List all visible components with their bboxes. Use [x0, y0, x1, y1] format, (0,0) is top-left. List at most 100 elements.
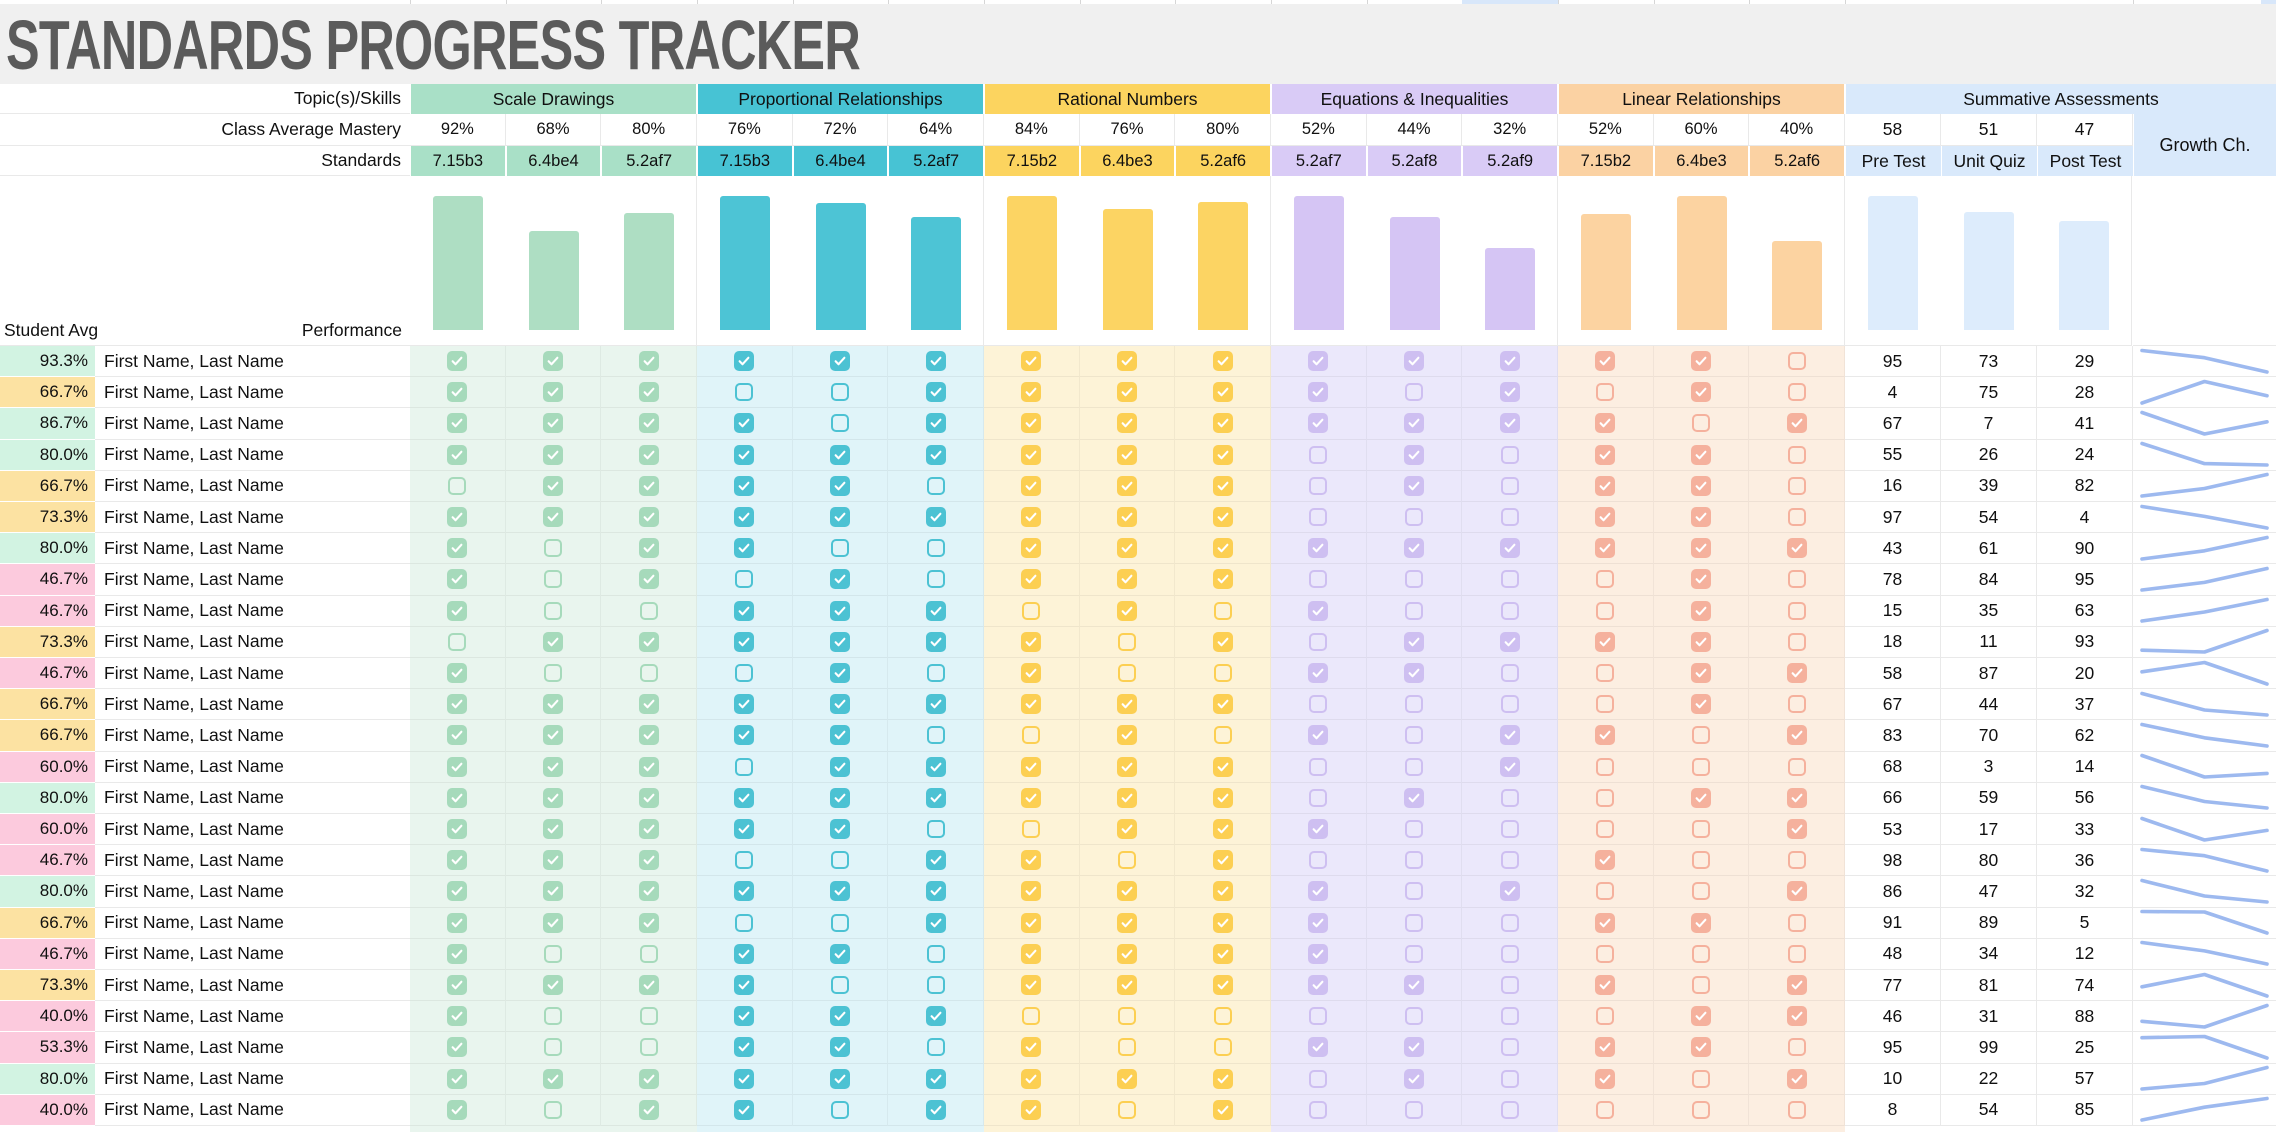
checkbox-checked[interactable]: [925, 413, 946, 434]
checkbox-unchecked[interactable]: [830, 383, 849, 402]
checkbox-checked[interactable]: [447, 725, 468, 746]
checkbox-unchecked[interactable]: [830, 976, 849, 995]
student-name-cell[interactable]: First Name, Last Name: [95, 845, 410, 877]
student-name-cell[interactable]: First Name, Last Name: [95, 595, 410, 627]
checkbox-checked[interactable]: [1212, 631, 1233, 652]
checkbox-unchecked[interactable]: [1596, 1007, 1615, 1026]
student-avg-cell[interactable]: 66.7%: [0, 907, 95, 939]
mastery-cell[interactable]: 76%: [697, 114, 793, 146]
score-cell[interactable]: 93: [2037, 626, 2133, 658]
checkbox-checked[interactable]: [638, 819, 659, 840]
score-cell[interactable]: 20: [2037, 658, 2133, 690]
checkbox-checked[interactable]: [638, 725, 659, 746]
checkbox-checked[interactable]: [1212, 1068, 1233, 1089]
checkbox-checked[interactable]: [638, 756, 659, 777]
checkbox-checked[interactable]: [829, 569, 850, 590]
checkbox-unchecked[interactable]: [926, 820, 945, 839]
checkbox-checked[interactable]: [925, 1006, 946, 1027]
growth-cell[interactable]: [2133, 751, 2276, 783]
checkbox-checked[interactable]: [1786, 413, 1807, 434]
student-avg-cell[interactable]: 80.0%: [0, 1063, 95, 1095]
checkbox-unchecked[interactable]: [1787, 632, 1806, 651]
score-cell[interactable]: 39: [1941, 470, 2037, 502]
student-name-cell[interactable]: First Name, Last Name: [95, 533, 410, 565]
checkbox-unchecked[interactable]: [1596, 664, 1615, 683]
checkbox-checked[interactable]: [1403, 975, 1424, 996]
checkbox-unchecked[interactable]: [1500, 976, 1519, 995]
checkbox-checked[interactable]: [1403, 475, 1424, 496]
checkbox-checked[interactable]: [1690, 787, 1711, 808]
checkbox-checked[interactable]: [734, 787, 755, 808]
checkbox-checked[interactable]: [925, 351, 946, 372]
checkbox-checked[interactable]: [1021, 382, 1042, 403]
checkbox-unchecked[interactable]: [1500, 445, 1519, 464]
score-cell[interactable]: 70: [1941, 720, 2037, 752]
checkbox-checked[interactable]: [542, 912, 563, 933]
student-name-cell[interactable]: First Name, Last Name: [95, 689, 410, 721]
checkbox-unchecked[interactable]: [830, 851, 849, 870]
checkbox-checked[interactable]: [447, 444, 468, 465]
student-name-cell[interactable]: First Name, Last Name: [95, 1001, 410, 1033]
checkbox-checked[interactable]: [1212, 569, 1233, 590]
checkbox-checked[interactable]: [542, 787, 563, 808]
growth-cell[interactable]: [2133, 595, 2276, 627]
checkbox-unchecked[interactable]: [1691, 414, 1710, 433]
checkbox-checked[interactable]: [734, 351, 755, 372]
checkbox-unchecked[interactable]: [1691, 757, 1710, 776]
student-avg-cell[interactable]: 66.7%: [0, 689, 95, 721]
score-cell[interactable]: 5: [2037, 907, 2133, 939]
checkbox-unchecked[interactable]: [1022, 820, 1041, 839]
checkbox-unchecked[interactable]: [1213, 1038, 1232, 1057]
checkbox-checked[interactable]: [1499, 413, 1520, 434]
checkbox-checked[interactable]: [1116, 475, 1137, 496]
checkbox-checked[interactable]: [734, 413, 755, 434]
checkbox-unchecked[interactable]: [926, 976, 945, 995]
checkbox-checked[interactable]: [1403, 351, 1424, 372]
checkbox-unchecked[interactable]: [1787, 352, 1806, 371]
student-avg-cell[interactable]: 66.7%: [0, 377, 95, 409]
checkbox-checked[interactable]: [1116, 538, 1137, 559]
checkbox-checked[interactable]: [1595, 912, 1616, 933]
standard-code-cell[interactable]: 5.2af7: [888, 146, 984, 176]
checkbox-checked[interactable]: [542, 819, 563, 840]
checkbox-checked[interactable]: [1690, 600, 1711, 621]
score-cell[interactable]: 67: [1845, 408, 1941, 440]
checkbox-unchecked[interactable]: [543, 1100, 562, 1119]
checkbox-checked[interactable]: [829, 1037, 850, 1058]
checkbox-checked[interactable]: [638, 975, 659, 996]
checkbox-unchecked[interactable]: [1404, 913, 1423, 932]
checkbox-checked[interactable]: [1403, 1037, 1424, 1058]
checkbox-unchecked[interactable]: [1500, 1038, 1519, 1057]
mastery-cell[interactable]: 64%: [888, 114, 984, 146]
checkbox-unchecked[interactable]: [1309, 570, 1328, 589]
checkbox-checked[interactable]: [1595, 725, 1616, 746]
checkbox-checked[interactable]: [1499, 756, 1520, 777]
student-name-cell[interactable]: First Name, Last Name: [95, 408, 410, 440]
checkbox-unchecked[interactable]: [1309, 1069, 1328, 1088]
checkbox-checked[interactable]: [1021, 663, 1042, 684]
score-cell[interactable]: 22: [1941, 1063, 2037, 1095]
checkbox-checked[interactable]: [447, 413, 468, 434]
student-name-cell[interactable]: First Name, Last Name: [95, 876, 410, 908]
checkbox-unchecked[interactable]: [448, 476, 467, 495]
checkbox-unchecked[interactable]: [1691, 820, 1710, 839]
checkbox-checked[interactable]: [829, 943, 850, 964]
checkbox-checked[interactable]: [1595, 444, 1616, 465]
score-cell[interactable]: 86: [1845, 876, 1941, 908]
checkbox-unchecked[interactable]: [1404, 1007, 1423, 1026]
checkbox-unchecked[interactable]: [1404, 944, 1423, 963]
growth-cell[interactable]: [2133, 907, 2276, 939]
checkbox-checked[interactable]: [925, 1099, 946, 1120]
checkbox-unchecked[interactable]: [1309, 1007, 1328, 1026]
score-cell[interactable]: 73: [1941, 346, 2037, 378]
score-cell[interactable]: 90: [2037, 533, 2133, 565]
checkbox-checked[interactable]: [1499, 725, 1520, 746]
checkbox-unchecked[interactable]: [1309, 445, 1328, 464]
checkbox-unchecked[interactable]: [1022, 601, 1041, 620]
student-avg-cell[interactable]: 93.3%: [0, 346, 95, 378]
checkbox-unchecked[interactable]: [1596, 383, 1615, 402]
checkbox-checked[interactable]: [1021, 1099, 1042, 1120]
checkbox-unchecked[interactable]: [735, 570, 754, 589]
growth-cell[interactable]: [2133, 564, 2276, 596]
checkbox-checked[interactable]: [925, 631, 946, 652]
